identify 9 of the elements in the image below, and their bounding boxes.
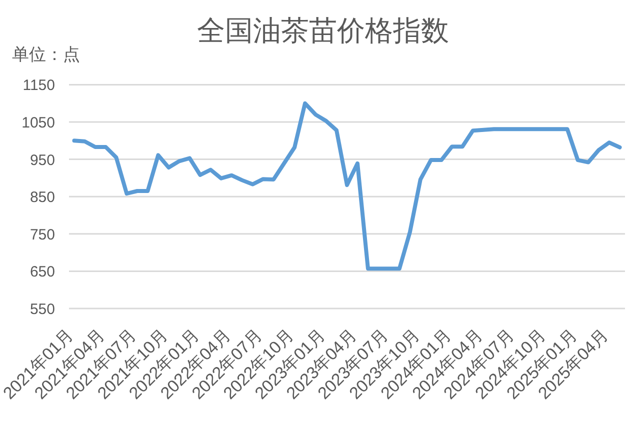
y-tick-label: 1150: [22, 77, 55, 94]
y-tick-label: 650: [30, 264, 55, 281]
y-tick-label: 750: [30, 226, 55, 244]
y-tick-label: 1050: [22, 114, 55, 132]
y-tick-label: 950: [30, 152, 55, 169]
y-axis-title: 单位：点: [12, 45, 80, 64]
y-tick-label: 850: [30, 189, 55, 206]
y-tick-label: 550: [30, 301, 55, 318]
chart-title: 全国油茶苗价格指数: [197, 15, 449, 46]
